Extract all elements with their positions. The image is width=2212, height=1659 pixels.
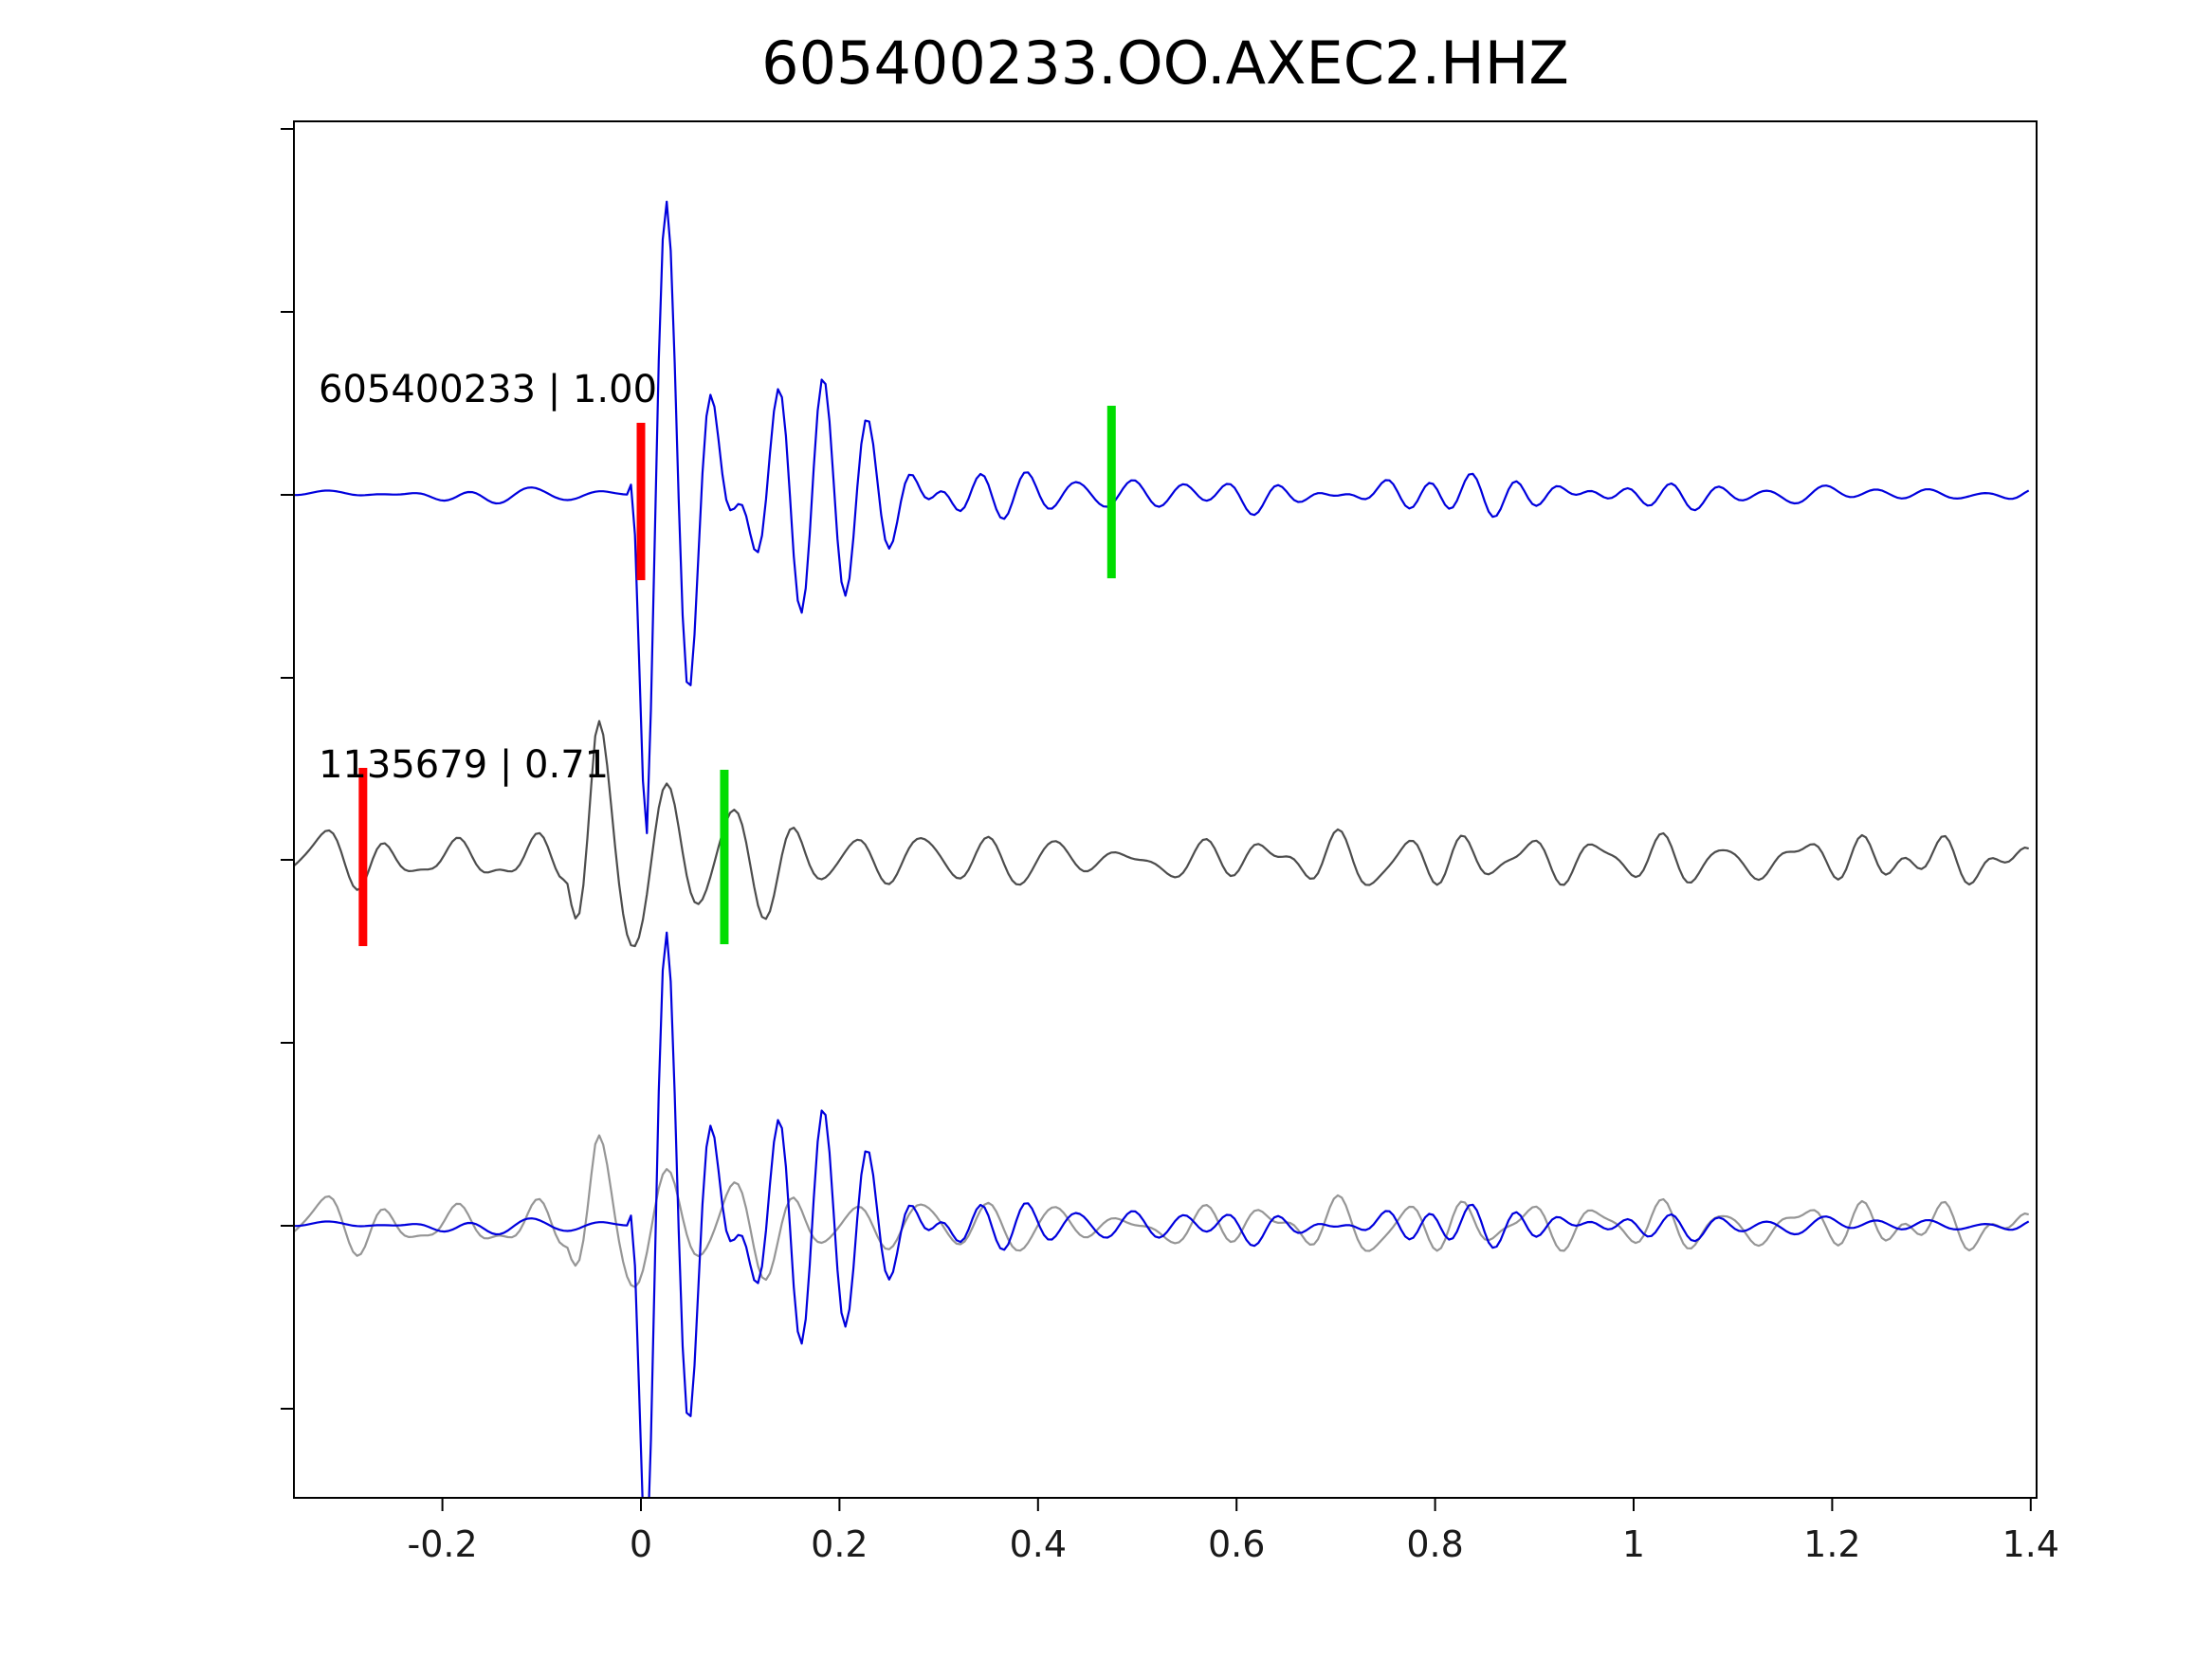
x-tick-label: -0.2 bbox=[408, 1523, 478, 1565]
trace-label-template: 605400233 | 1.00 bbox=[319, 368, 658, 411]
x-tick-label: 0.8 bbox=[1406, 1523, 1463, 1565]
x-tick-label: 1.4 bbox=[2002, 1523, 2059, 1565]
x-tick-label: 0.2 bbox=[811, 1523, 868, 1565]
trace-label-detection: 1135679 | 0.71 bbox=[319, 743, 610, 787]
x-tick-label: 0 bbox=[630, 1523, 652, 1565]
x-tick-label: 0.6 bbox=[1208, 1523, 1265, 1565]
x-tick-label: 1.2 bbox=[1803, 1523, 1860, 1565]
figure-title: 605400233.OO.AXEC2.HHZ bbox=[761, 28, 1569, 98]
x-tick-label: 1 bbox=[1622, 1523, 1645, 1565]
x-tick-label: 0.4 bbox=[1010, 1523, 1067, 1565]
